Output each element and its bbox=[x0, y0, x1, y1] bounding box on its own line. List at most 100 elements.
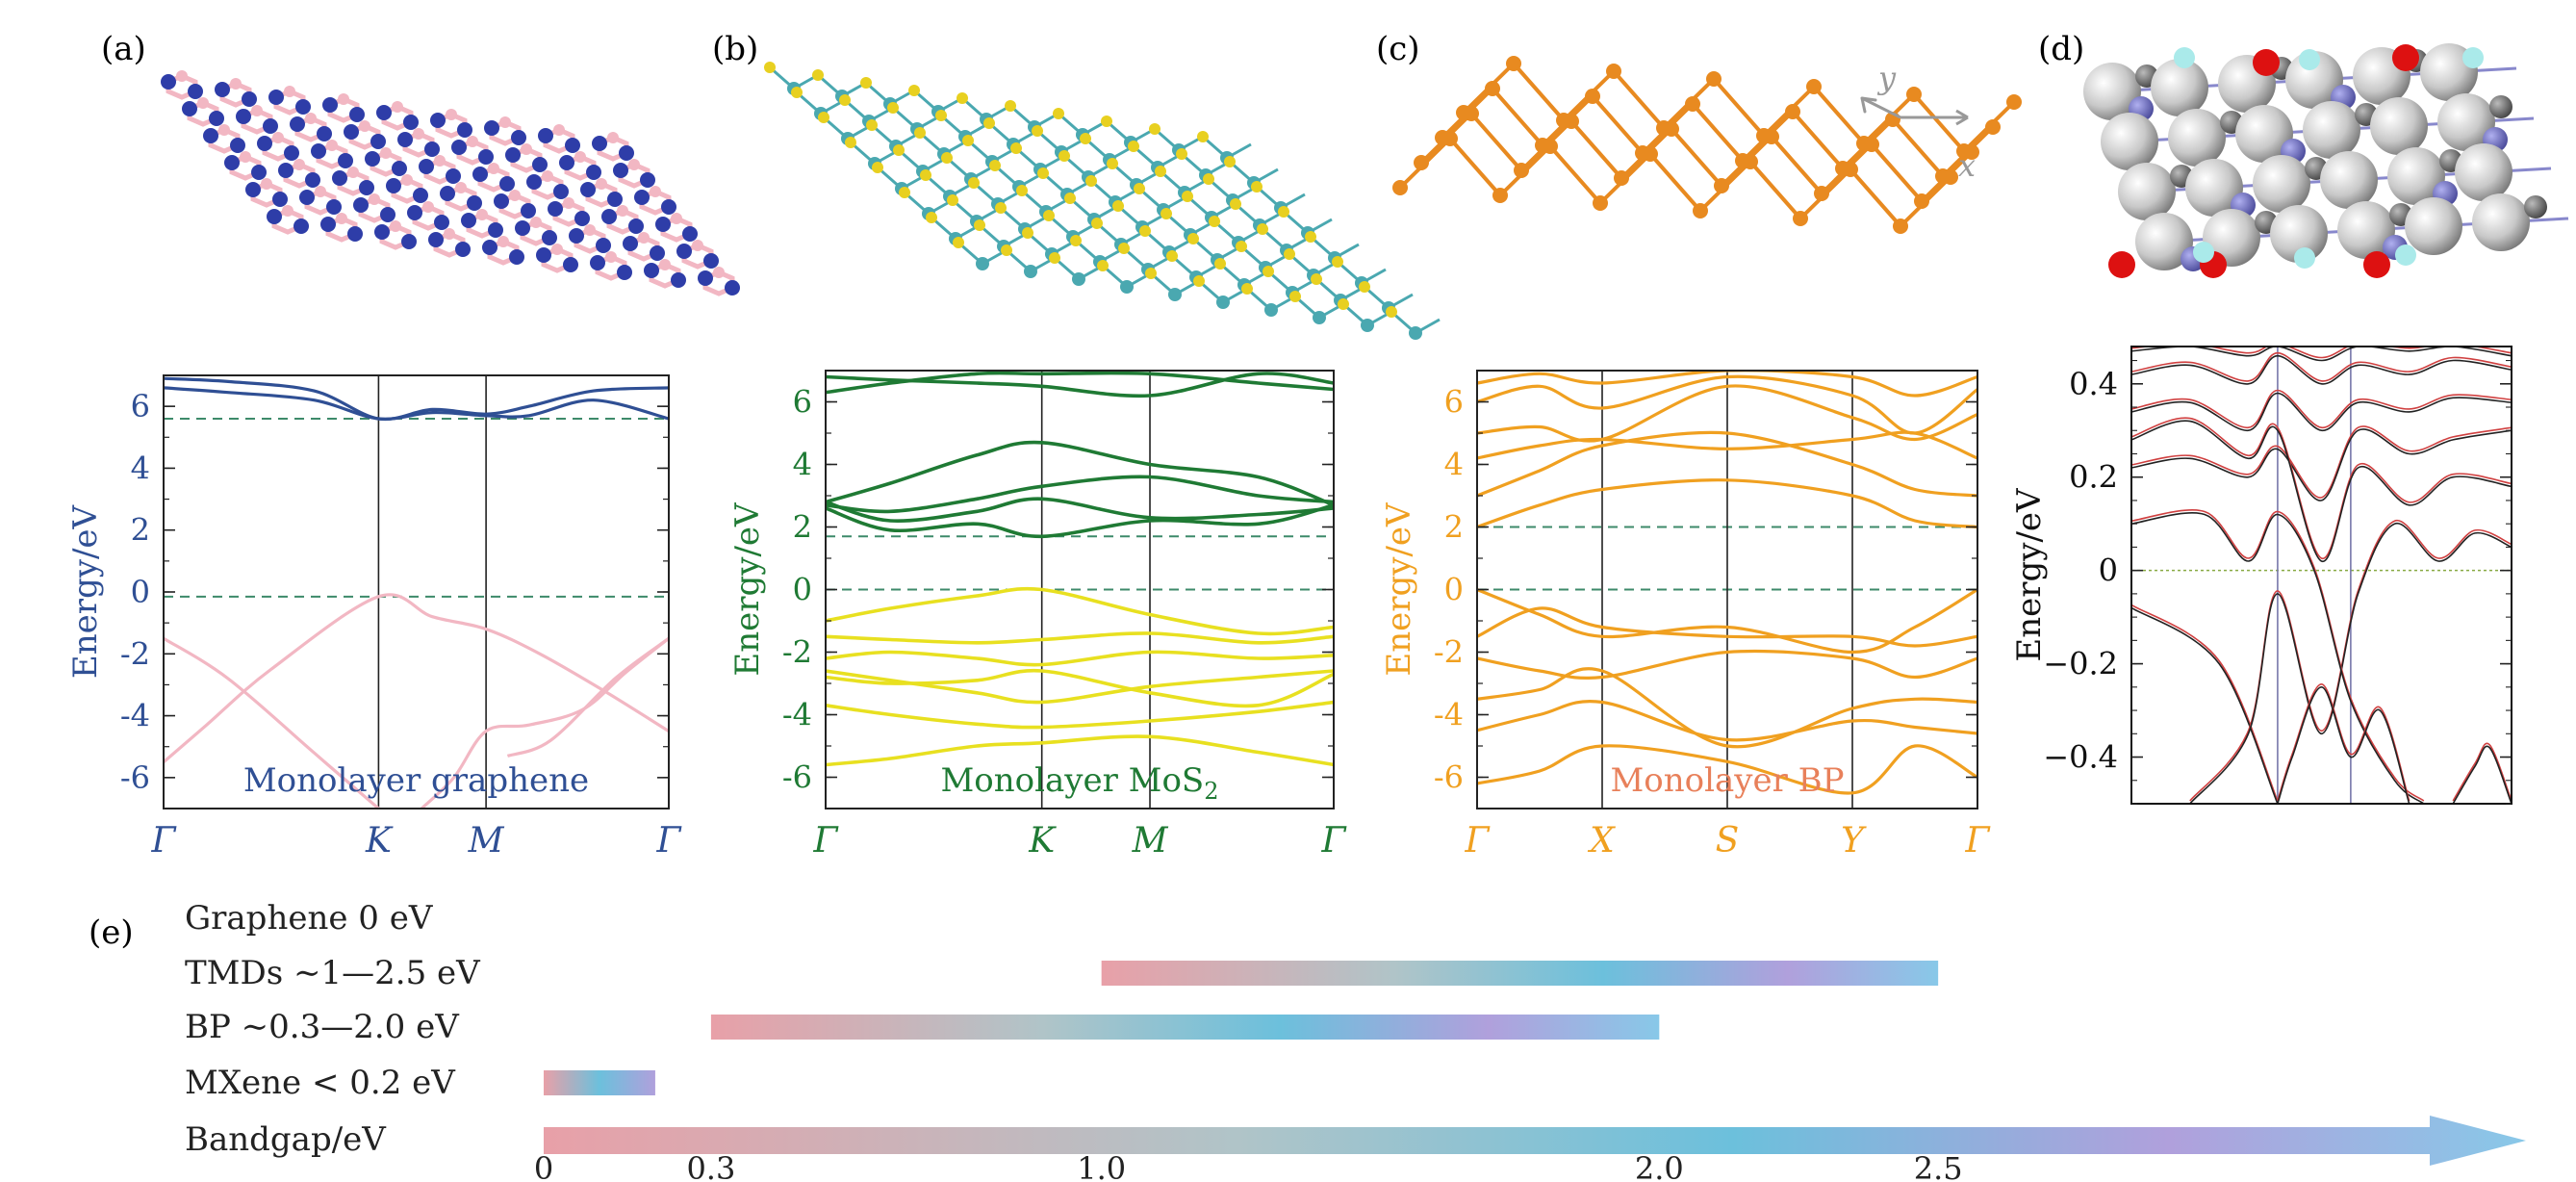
y-tick-label: 6 bbox=[793, 384, 812, 421]
band-line bbox=[1477, 430, 1977, 498]
panel-letter-e: (e) bbox=[89, 913, 134, 952]
atom bbox=[574, 211, 590, 226]
atom bbox=[661, 199, 676, 215]
atom bbox=[315, 186, 326, 197]
band-line bbox=[164, 636, 380, 809]
lattice-bond bbox=[1791, 110, 1845, 170]
band-line bbox=[1477, 606, 1977, 648]
band-line bbox=[164, 376, 669, 422]
lattice-bond bbox=[1569, 119, 1623, 180]
atom bbox=[551, 244, 563, 255]
atom bbox=[215, 82, 230, 97]
atom bbox=[698, 270, 713, 286]
atom bbox=[2235, 105, 2293, 163]
y-tick-label: 0 bbox=[2099, 552, 2118, 589]
y-tick-label: 0.4 bbox=[2069, 366, 2118, 402]
atom bbox=[617, 205, 628, 217]
atom bbox=[455, 182, 467, 193]
atom bbox=[1166, 250, 1178, 262]
atom bbox=[2337, 201, 2395, 259]
atom bbox=[956, 92, 968, 104]
atom bbox=[1409, 326, 1422, 340]
band-line-red bbox=[2131, 509, 2425, 802]
atom bbox=[2006, 94, 2022, 110]
atom bbox=[353, 197, 369, 213]
atom bbox=[725, 280, 740, 296]
atom bbox=[563, 197, 574, 209]
lattice-bond bbox=[1462, 62, 1516, 115]
band-line-red bbox=[2131, 425, 2512, 499]
band-line bbox=[164, 593, 669, 764]
atom bbox=[209, 111, 224, 126]
atom bbox=[1197, 131, 1209, 142]
atom bbox=[607, 132, 619, 143]
atom bbox=[1785, 104, 1800, 119]
lattice-bond bbox=[1448, 137, 1502, 197]
atom bbox=[1209, 216, 1220, 227]
atom bbox=[1010, 142, 1022, 154]
atom bbox=[419, 159, 434, 174]
atom bbox=[1361, 319, 1374, 332]
atom bbox=[2363, 251, 2390, 278]
plot-area bbox=[2131, 347, 2512, 804]
atom bbox=[434, 155, 446, 167]
atom bbox=[953, 237, 964, 248]
axis-arrows-icon bbox=[1860, 96, 1969, 126]
atom bbox=[1043, 210, 1055, 221]
atom bbox=[860, 77, 872, 89]
atom bbox=[2083, 63, 2141, 120]
x-tick-label: X bbox=[1587, 821, 1616, 861]
atom bbox=[261, 178, 272, 190]
row-label: Graphene 0 eV bbox=[185, 899, 434, 938]
band-line bbox=[2452, 745, 2512, 804]
lattice-bond bbox=[1612, 69, 1666, 130]
atom bbox=[476, 209, 488, 220]
band-line bbox=[826, 700, 1334, 730]
atom bbox=[1278, 206, 1289, 218]
atom bbox=[257, 136, 272, 151]
atom bbox=[1359, 281, 1370, 293]
atom bbox=[1049, 252, 1060, 264]
atom bbox=[1935, 168, 1951, 184]
atom bbox=[532, 157, 548, 172]
atom bbox=[526, 174, 542, 190]
lattice-bond bbox=[1849, 167, 1902, 228]
atom bbox=[1656, 120, 1671, 136]
atom bbox=[1032, 125, 1043, 137]
atom bbox=[424, 141, 440, 157]
atom bbox=[2101, 113, 2158, 170]
x-tick-label: Γ bbox=[1465, 821, 1492, 861]
atom bbox=[692, 240, 703, 251]
chart-title: Monolayer MoS2 bbox=[940, 761, 1218, 805]
atom bbox=[1856, 136, 1872, 151]
atom bbox=[574, 151, 586, 163]
x-tick-label: 2.0 bbox=[1635, 1150, 1684, 1182]
band-line bbox=[2131, 354, 2512, 385]
atom bbox=[322, 97, 338, 113]
band-line bbox=[2189, 523, 2512, 804]
atom bbox=[446, 109, 457, 120]
atom bbox=[407, 205, 422, 220]
atom bbox=[295, 99, 311, 115]
atom bbox=[962, 135, 974, 146]
atom bbox=[1514, 163, 1529, 178]
y-tick-label: 0 bbox=[1444, 572, 1464, 608]
atom bbox=[553, 184, 569, 199]
atom bbox=[580, 182, 596, 197]
atom bbox=[182, 101, 197, 116]
atom bbox=[1635, 145, 1650, 161]
plot-frame bbox=[2130, 346, 2512, 805]
band-line bbox=[1477, 478, 1977, 529]
atom bbox=[1814, 186, 1829, 201]
atom bbox=[1203, 173, 1214, 185]
row-label: MXene < 0.2 eV bbox=[185, 1064, 456, 1102]
row-label: BP ∼0.3—2.0 eV bbox=[185, 1008, 460, 1046]
atom bbox=[976, 257, 989, 270]
atom bbox=[1145, 268, 1157, 279]
atom bbox=[2395, 244, 2416, 266]
chart-title: Monolayer BP bbox=[1610, 761, 1844, 800]
band-line-red bbox=[2131, 389, 2512, 429]
atom bbox=[1085, 175, 1097, 187]
mxene-crystal-icon bbox=[2083, 43, 2569, 278]
y-tick-label: 2 bbox=[793, 509, 812, 546]
